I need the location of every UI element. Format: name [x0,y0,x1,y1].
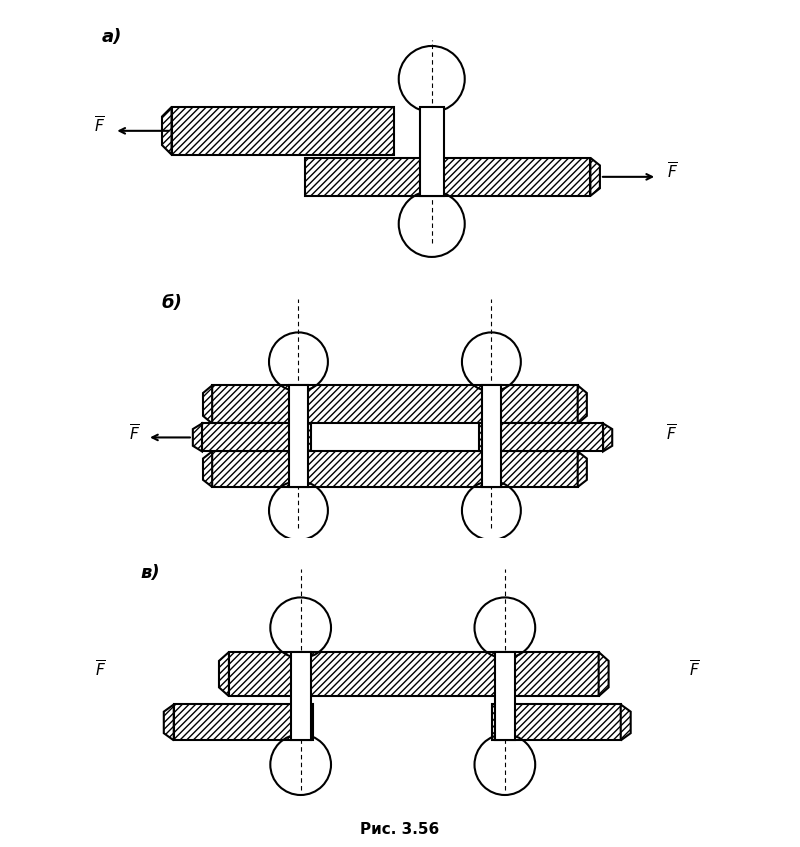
Text: $\overline{F}$: $\overline{F}$ [94,116,105,136]
Bar [482,385,501,487]
Bar [420,107,444,196]
Bar [229,652,598,696]
Text: в): в) [141,564,160,582]
Bar [289,385,308,487]
Text: $\overline{F}$: $\overline{F}$ [689,660,699,680]
Text: $\overline{F}$: $\overline{F}$ [95,660,106,680]
Polygon shape [621,705,630,740]
Text: а): а) [102,28,122,46]
Polygon shape [203,385,212,424]
Text: б): б) [162,294,182,312]
Polygon shape [603,424,612,451]
Bar [290,652,310,740]
Bar [174,705,314,740]
Bar [305,158,590,196]
Bar [171,107,394,155]
Polygon shape [219,652,229,696]
Polygon shape [590,158,600,196]
Polygon shape [203,451,212,487]
Bar [212,451,578,487]
Text: $\overline{F}$: $\overline{F}$ [666,162,678,182]
Bar [212,385,578,424]
Polygon shape [578,385,587,424]
Polygon shape [162,107,171,155]
Text: $\overline{F}$: $\overline{F}$ [666,424,677,444]
Text: Рис. 3.56: Рис. 3.56 [360,822,440,838]
Bar [202,424,310,451]
Bar [495,652,514,740]
Polygon shape [578,451,587,487]
Polygon shape [598,652,609,696]
Text: $\overline{F}$: $\overline{F}$ [129,424,139,444]
Bar [492,705,621,740]
Polygon shape [164,705,174,740]
Bar [479,424,603,451]
Polygon shape [193,424,202,451]
